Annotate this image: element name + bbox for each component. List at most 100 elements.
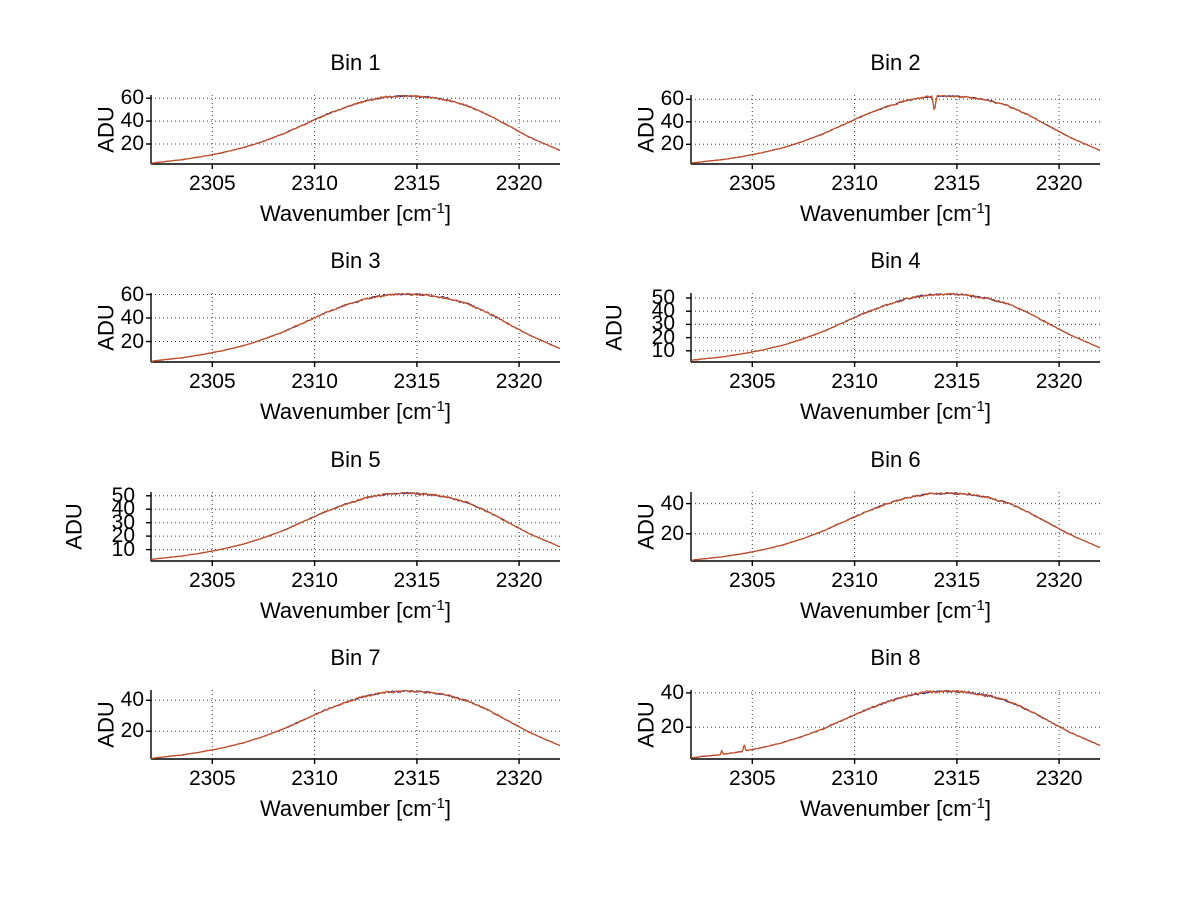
x-tick-label: 2305 [188, 569, 236, 592]
x-axis-label-sup: -1 [971, 398, 985, 415]
trace-orange [691, 293, 1100, 362]
x-tick-label: 2315 [393, 370, 441, 393]
x-axis-label-text: Wavenumber [cm [259, 399, 432, 424]
x-tick-label: 2310 [291, 569, 338, 592]
trace-orange [691, 690, 1100, 759]
x-tick-label: 2310 [831, 370, 878, 393]
x-tick-label: 2315 [393, 172, 441, 195]
y-tick-label: 20 [660, 132, 684, 156]
plot-title: Bin 7 [330, 645, 381, 670]
x-tick-label: 2310 [291, 767, 338, 790]
y-tick-label: 60 [120, 86, 144, 110]
subplot-bin-6: Bin 6 ADU 20 40 2305 2310 2315 2320 Wavenumb… [550, 447, 1115, 647]
x-axis-label-sup: -1 [431, 597, 445, 614]
plot-area [146, 690, 560, 764]
x-axis-label: Wavenumber [cm-1] [691, 796, 1100, 822]
plot-area [686, 492, 1100, 566]
trace-blue [691, 492, 1100, 561]
y-tick-label: 20 [111, 524, 135, 548]
trace-orange [151, 95, 560, 164]
x-tick-label: 2310 [831, 172, 878, 195]
y-tick-label: 20 [120, 132, 144, 155]
x-tick-label: 2320 [1035, 172, 1083, 195]
x-tick-label: 2320 [495, 172, 543, 195]
x-tick-label: 2305 [188, 767, 236, 790]
x-tick-label: 2305 [728, 370, 776, 393]
x-axis-label-close: ] [984, 201, 992, 226]
x-axis-label-text: Wavenumber [cm [799, 796, 972, 821]
y-tick-label: 40 [651, 299, 675, 323]
x-axis-label-close: ] [444, 399, 452, 424]
x-axis-label-close: ] [984, 598, 992, 623]
x-axis-label: Wavenumber [cm-1] [151, 201, 560, 227]
subplot-bin-8: Bin 8 ADU 20 40 2305 2310 2315 2320 Wavenumb… [550, 645, 1115, 845]
x-axis-label: Wavenumber [cm-1] [151, 796, 560, 822]
x-tick-label: 2305 [188, 172, 236, 195]
x-axis-label-sup: -1 [431, 795, 445, 812]
y-tick-label: 40 [120, 306, 144, 329]
x-tick-label: 2320 [1035, 370, 1083, 393]
y-tick-label: 20 [660, 715, 684, 739]
trace-orange [691, 95, 1100, 164]
y-tick-label: 10 [651, 338, 675, 362]
y-tick-label: 10 [111, 537, 135, 561]
x-axis-label: Wavenumber [cm-1] [691, 399, 1100, 425]
x-axis-label-close: ] [444, 796, 452, 821]
y-tick-label: 30 [111, 510, 135, 534]
x-axis-label-close: ] [984, 796, 992, 821]
x-axis-label-text: Wavenumber [cm [799, 399, 972, 424]
x-tick-label: 2320 [495, 370, 543, 393]
x-tick-label: 2310 [291, 370, 338, 393]
y-tick-label: 60 [120, 282, 144, 306]
x-axis-label-close: ] [444, 598, 452, 623]
y-tick-label: 40 [660, 680, 684, 704]
subplot-bin-3: Bin 3 ADU 20 40 60 2305 2310 2315 2320 Wavenu… [10, 248, 575, 448]
x-tick-label: 2320 [1035, 767, 1083, 790]
x-tick-label: 2305 [728, 172, 776, 195]
x-axis-label: Wavenumber [cm-1] [151, 399, 560, 425]
plot-title: Bin 1 [330, 50, 381, 75]
trace-orange [151, 492, 560, 561]
y-tick-label: 60 [660, 87, 684, 111]
y-tick-label: 30 [651, 312, 675, 336]
x-axis-label-sup: -1 [431, 398, 445, 415]
x-tick-label: 2320 [495, 767, 543, 790]
y-tick-label: 40 [120, 688, 144, 712]
x-tick-label: 2305 [728, 767, 776, 790]
plot-area [146, 95, 560, 169]
x-axis-label-close: ] [984, 399, 992, 424]
plot-area [146, 293, 560, 367]
subplot-bin-4: Bin 4 ADU 10 20 30 40 50 2305 2310 2315 2320 Wa… [550, 248, 1115, 448]
y-tick-label: 40 [660, 109, 684, 133]
y-tick-label: 20 [651, 325, 675, 349]
plot-title: Bin 2 [870, 50, 921, 75]
subplot-bin-2: Bin 2 ADU 20 40 60 2305 2310 2315 2320 Wavenu… [550, 50, 1115, 250]
x-axis-label-text: Wavenumber [cm [799, 598, 972, 623]
x-axis-label-text: Wavenumber [cm [259, 598, 432, 623]
plot-title: Bin 8 [870, 645, 921, 670]
plot-area [686, 293, 1100, 367]
y-tick-label: 40 [660, 491, 684, 515]
x-axis-label-close: ] [444, 201, 452, 226]
x-axis-label: Wavenumber [cm-1] [151, 598, 560, 624]
x-axis-label-sup: -1 [971, 200, 985, 217]
plot-title: Bin 5 [330, 447, 381, 472]
plot-area [146, 492, 560, 566]
trace-blue [691, 690, 1100, 759]
x-tick-label: 2315 [393, 569, 441, 592]
trace-blue [151, 293, 560, 362]
x-tick-label: 2315 [933, 767, 981, 790]
trace-orange [691, 492, 1100, 561]
x-tick-label: 2310 [831, 569, 878, 592]
x-axis-label-text: Wavenumber [cm [259, 201, 432, 226]
y-tick-label: 20 [120, 329, 144, 353]
x-tick-label: 2315 [933, 569, 981, 592]
trace-orange [151, 293, 560, 362]
x-axis-label-sup: -1 [971, 597, 985, 614]
subplot-bin-7: Bin 7 ADU 20 40 2305 2310 2315 2320 Wavenumb… [10, 645, 575, 845]
x-axis-label-sup: -1 [971, 795, 985, 812]
x-axis-label-sup: -1 [431, 200, 445, 217]
plot-title: Bin 6 [870, 447, 921, 472]
x-axis-label-text: Wavenumber [cm [259, 796, 432, 821]
